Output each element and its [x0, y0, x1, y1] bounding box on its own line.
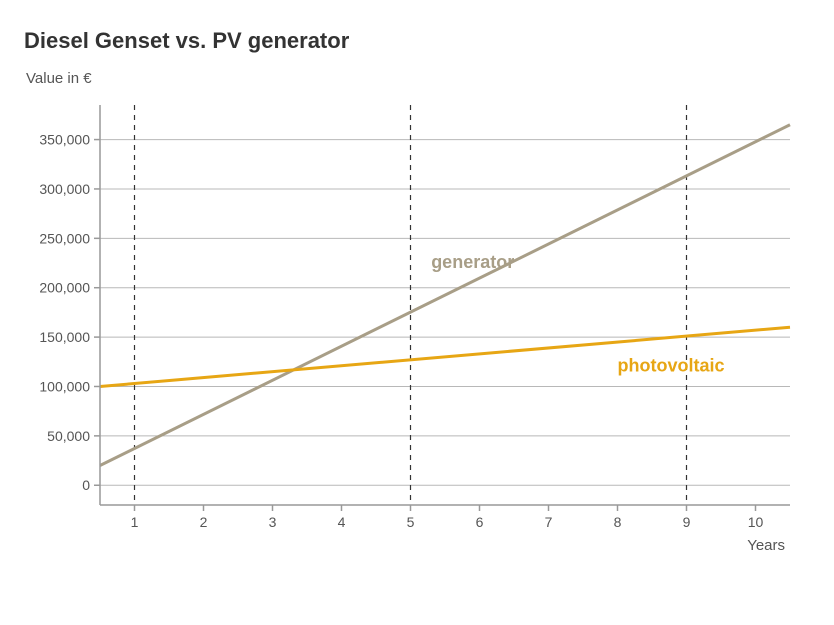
y-tick-label: 200,000 — [39, 280, 90, 296]
y-tick-label: 100,000 — [39, 378, 90, 394]
x-tick-label: 4 — [338, 514, 346, 530]
chart-plot-area: 0 50,000 100,000 150,000 200,000 250,000 300,0… — [20, 95, 810, 565]
y-tick-label: 50,000 — [47, 428, 90, 444]
x-tick-label: 1 — [131, 514, 139, 530]
x-tick-label: 8 — [614, 514, 622, 530]
y-tick-label: 0 — [82, 477, 90, 493]
chart-container: Diesel Genset vs. PV generator Value in … — [0, 0, 834, 625]
y-axis-label: Value in € — [26, 70, 814, 87]
y-tick-label: 350,000 — [39, 132, 90, 148]
x-tick-label: 2 — [200, 514, 208, 530]
y-tick-label: 250,000 — [39, 230, 90, 246]
series-label-photovoltaic: photovoltaic — [618, 356, 725, 376]
x-tick-label: 10 — [748, 514, 764, 530]
chart-title: Diesel Genset vs. PV generator — [24, 28, 814, 54]
x-tick-label: 7 — [545, 514, 553, 530]
x-tick-label: 5 — [407, 514, 415, 530]
x-tick-label: 6 — [476, 514, 484, 530]
x-axis-label: Years — [747, 537, 785, 554]
series-label-generator: generator — [431, 252, 514, 272]
chart-svg: 0 50,000 100,000 150,000 200,000 250,000 300,0… — [20, 95, 810, 565]
x-tick-label: 9 — [683, 514, 691, 530]
y-tick-label: 300,000 — [39, 181, 90, 197]
y-tick-label: 150,000 — [39, 329, 90, 345]
x-tick-label: 3 — [269, 514, 277, 530]
